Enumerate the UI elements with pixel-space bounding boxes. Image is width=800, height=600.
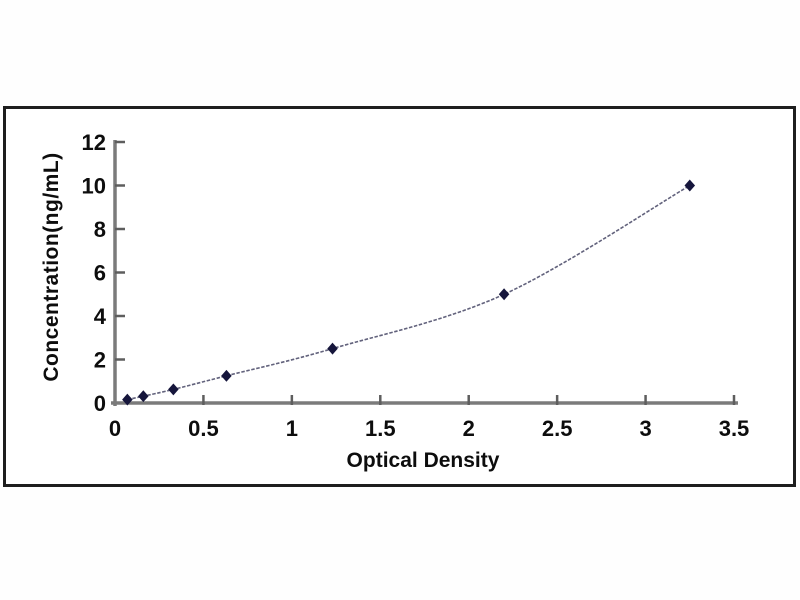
x-axis-title: Optical Density [346,449,500,472]
data-point-marker [684,179,696,192]
y-tick-label: 6 [94,261,106,286]
data-point-marker [138,390,149,403]
x-tick-label: 1.5 [365,416,396,441]
x-tick-label: 2.5 [542,416,573,441]
y-tick-label: 2 [94,348,106,373]
y-tick-label: 4 [94,304,107,329]
y-tick-label: 0 [94,391,106,416]
data-point-marker [168,383,179,396]
y-tick-label: 12 [82,130,106,155]
x-tick-label: 3.5 [719,416,750,441]
data-point-marker [221,369,232,382]
x-tick-label: 1 [286,416,298,441]
y-tick-label: 8 [94,217,106,242]
y-tick-label: 10 [82,174,106,199]
x-tick-label: 0.5 [188,416,219,441]
data-point-marker [122,393,133,406]
x-tick-label: 3 [639,416,651,441]
x-tick-label: 2 [463,416,475,441]
x-tick-label: 0 [109,416,121,441]
data-point-marker [327,342,338,355]
y-axis-title: Concentration(ng/mL) [40,152,63,382]
data-point-marker [498,288,510,301]
curve-line [127,184,691,401]
chart-frame [3,106,796,487]
